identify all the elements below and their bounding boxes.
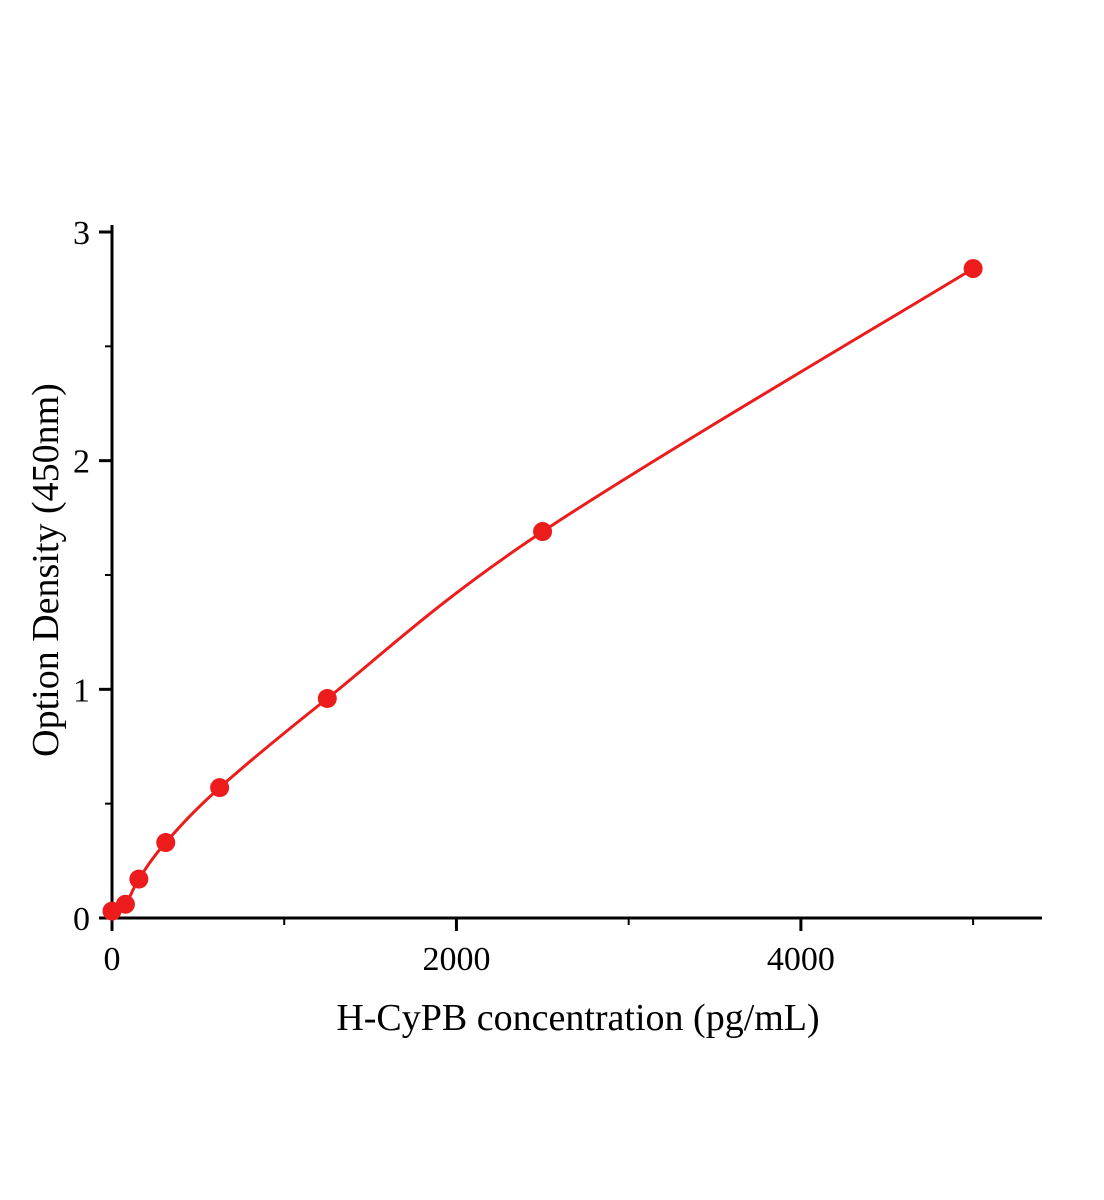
- data-point: [317, 688, 337, 708]
- x-axis-title: H-CyPB concentration (pg/mL): [336, 997, 820, 1039]
- y-tick-label: 3: [73, 215, 90, 252]
- x-tick-label: 0: [104, 941, 121, 978]
- x-tick-label: 4000: [767, 941, 835, 978]
- y-tick-label: 0: [73, 901, 90, 938]
- y-tick-label: 1: [73, 672, 90, 709]
- data-point: [533, 522, 553, 542]
- data-point: [963, 259, 983, 279]
- data-point: [210, 778, 230, 798]
- y-axis-title: Option Density (450nm): [25, 383, 67, 757]
- standard-curve-line: [110, 267, 975, 913]
- data-point: [156, 833, 176, 853]
- y-tick-label: 2: [73, 444, 90, 481]
- data-point: [129, 869, 149, 889]
- data-point: [115, 894, 135, 914]
- x-tick-label: 2000: [422, 941, 490, 978]
